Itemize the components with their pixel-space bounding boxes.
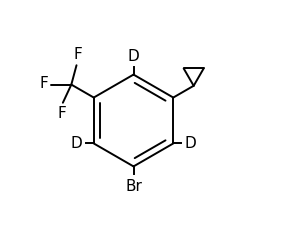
Text: D: D (184, 136, 196, 151)
Text: F: F (73, 47, 82, 62)
Text: D: D (71, 136, 82, 151)
Text: F: F (57, 106, 66, 121)
Text: F: F (39, 76, 48, 91)
Text: Br: Br (125, 179, 142, 194)
Text: D: D (128, 49, 140, 64)
